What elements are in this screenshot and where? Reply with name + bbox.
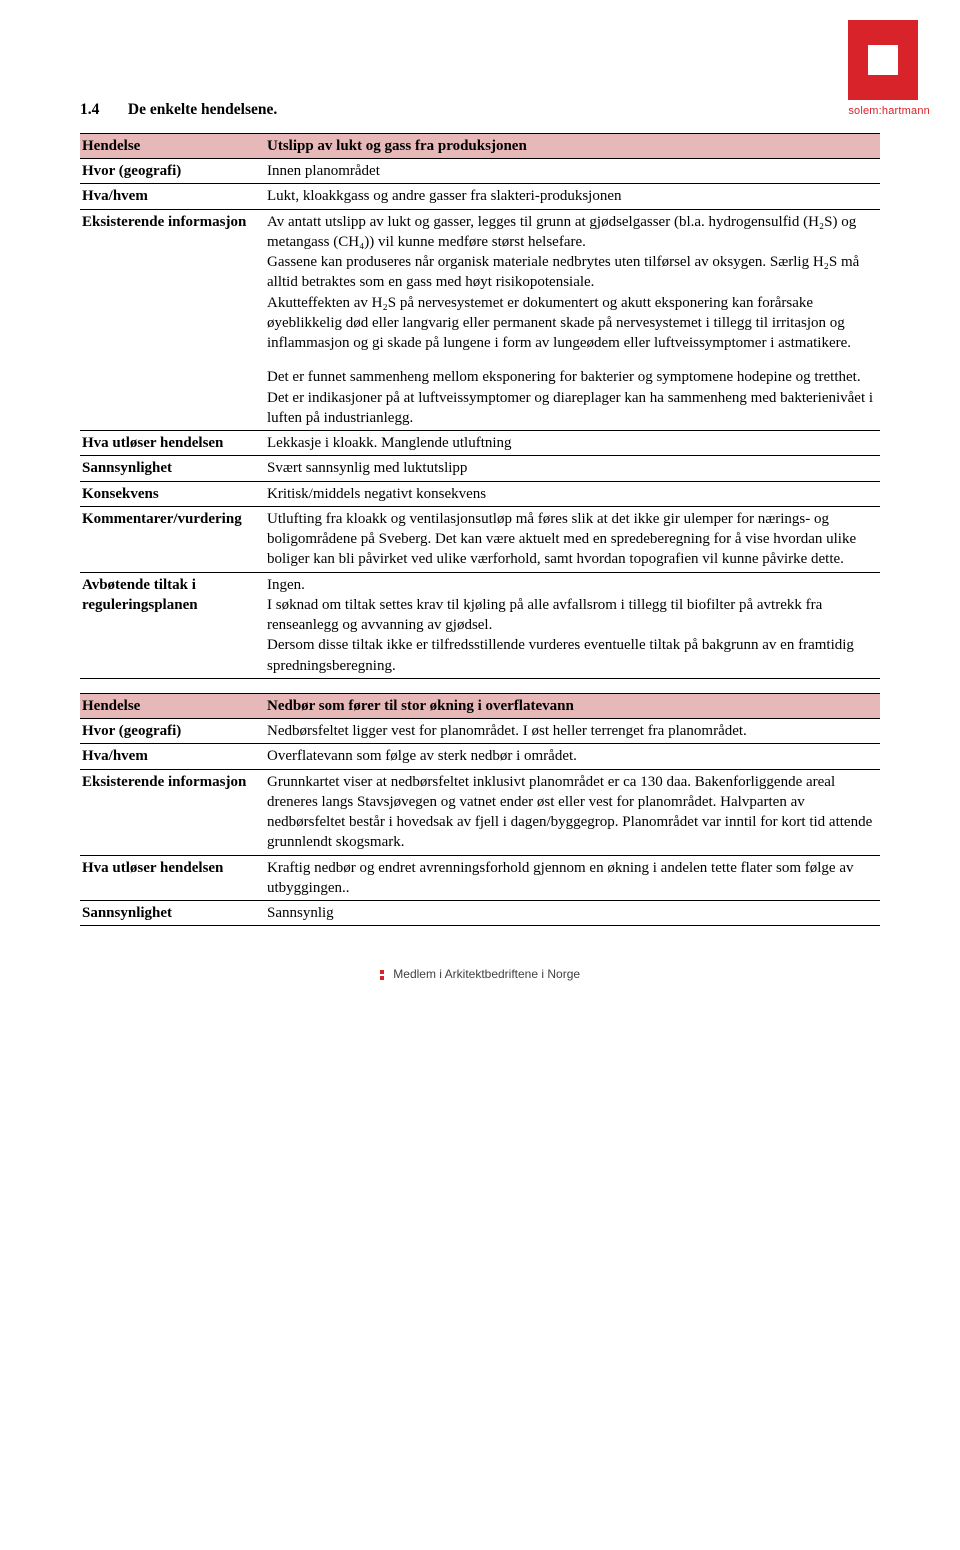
table-row: Eksisterende informasjon Grunnkartet vis…: [80, 769, 880, 855]
label-hvor: Hvor (geografi): [80, 719, 265, 744]
value-kommentarer: Utlufting fra kloakk og ventilasjonsutlø…: [265, 506, 880, 572]
table-row: Hendelse Nedbør som fører til stor øknin…: [80, 693, 880, 718]
footer-dots-icon: [380, 968, 384, 982]
table-row: Hva utløser hendelsen Kraftig nedbør og …: [80, 855, 880, 901]
paragraph: Dersom disse tiltak ikke er tilfredsstil…: [267, 635, 876, 676]
label-hva: Hva/hvem: [80, 744, 265, 769]
value-utloser: Kraftig nedbør og endret avrenningsforho…: [265, 855, 880, 901]
label-avbotende: Avbøtende tiltak i reguleringsplanen: [80, 572, 265, 678]
value-eksisterende: Av antatt utslipp av lukt og gasser, leg…: [265, 209, 880, 431]
section-title: De enkelte hendelsene.: [128, 101, 277, 118]
value-hvor: Nedbørsfeltet ligger vest for planområde…: [265, 719, 880, 744]
label-utloser: Hva utløser hendelsen: [80, 431, 265, 456]
value-avbotende: Ingen. I søknad om tiltak settes krav ti…: [265, 572, 880, 678]
paragraph: Det er funnet sammenheng mellom eksponer…: [267, 367, 876, 428]
table-row: Hvor (geografi) Innen planområdet: [80, 159, 880, 184]
value-hendelse: Nedbør som fører til stor økning i overf…: [265, 693, 880, 718]
table-row: Konsekvens Kritisk/middels negativt kons…: [80, 481, 880, 506]
section-number: 1.4: [80, 100, 124, 121]
section-heading: 1.4 De enkelte hendelsene.: [80, 100, 880, 121]
brand-logo: solem:hartmann: [848, 20, 930, 119]
label-eksisterende: Eksisterende informasjon: [80, 209, 265, 431]
paragraph: Akutteffekten av H₂S på nervesystemet er…: [267, 293, 876, 354]
label-kommentarer: Kommentarer/vurdering: [80, 506, 265, 572]
value-konsekvens: Kritisk/middels negativt konsekvens: [265, 481, 880, 506]
logo-square-icon: [848, 20, 918, 100]
paragraph: I søknad om tiltak settes krav til kjøli…: [267, 595, 876, 636]
value-hendelse: Utslipp av lukt og gass fra produksjonen: [265, 133, 880, 158]
label-hva: Hva/hvem: [80, 184, 265, 209]
table-row: Kommentarer/vurdering Utlufting fra kloa…: [80, 506, 880, 572]
label-sannsynlighet: Sannsynlighet: [80, 901, 265, 926]
event-table-1: Hendelse Utslipp av lukt og gass fra pro…: [80, 133, 880, 679]
paragraph: Av antatt utslipp av lukt og gasser, leg…: [267, 212, 876, 253]
table-row: Avbøtende tiltak i reguleringsplanen Ing…: [80, 572, 880, 678]
value-utloser: Lekkasje i kloakk. Manglende utluftning: [265, 431, 880, 456]
value-hvor: Innen planområdet: [265, 159, 880, 184]
table-row: Hva/hvem Lukt, kloakkgass og andre gasse…: [80, 184, 880, 209]
table-row: Hva/hvem Overflatevann som følge av ster…: [80, 744, 880, 769]
label-utloser: Hva utløser hendelsen: [80, 855, 265, 901]
label-sannsynlighet: Sannsynlighet: [80, 456, 265, 481]
label-hendelse: Hendelse: [80, 133, 265, 158]
table-row: Hvor (geografi) Nedbørsfeltet ligger ves…: [80, 719, 880, 744]
table-row: Hendelse Utslipp av lukt og gass fra pro…: [80, 133, 880, 158]
label-eksisterende: Eksisterende informasjon: [80, 769, 265, 855]
table-row: Sannsynlighet Sannsynlig: [80, 901, 880, 926]
logo-text: solem:hartmann: [848, 104, 930, 119]
label-hvor: Hvor (geografi): [80, 159, 265, 184]
value-hva: Overflatevann som følge av sterk nedbør …: [265, 744, 880, 769]
footer-text: Medlem i Arkitektbedriftene i Norge: [393, 967, 580, 981]
table-row: Sannsynlighet Svært sannsynlig med luktu…: [80, 456, 880, 481]
label-konsekvens: Konsekvens: [80, 481, 265, 506]
page-footer: Medlem i Arkitektbedriftene i Norge: [80, 966, 880, 982]
table-row: Eksisterende informasjon Av antatt utsli…: [80, 209, 880, 431]
value-hva: Lukt, kloakkgass og andre gasser fra sla…: [265, 184, 880, 209]
value-sannsynlighet: Sannsynlig: [265, 901, 880, 926]
label-hendelse: Hendelse: [80, 693, 265, 718]
paragraph: Ingen.: [267, 575, 876, 595]
event-table-2: Hendelse Nedbør som fører til stor øknin…: [80, 693, 880, 927]
value-eksisterende: Grunnkartet viser at nedbørsfeltet inklu…: [265, 769, 880, 855]
value-sannsynlighet: Svært sannsynlig med luktutslipp: [265, 456, 880, 481]
table-row: Hva utløser hendelsen Lekkasje i kloakk.…: [80, 431, 880, 456]
paragraph: Gassene kan produseres når organisk mate…: [267, 252, 876, 293]
